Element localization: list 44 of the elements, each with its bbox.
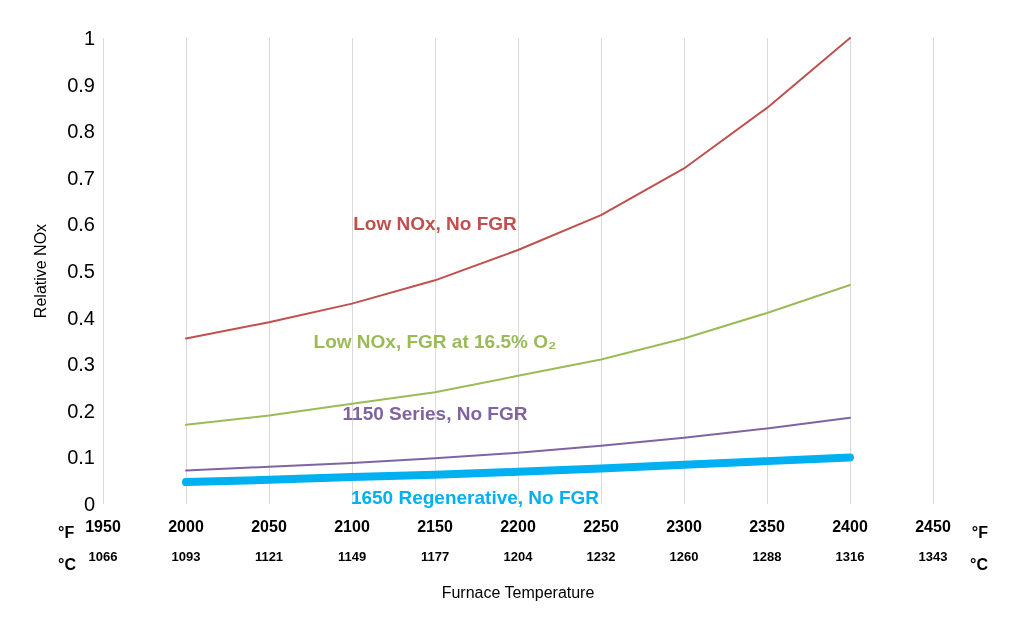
series-label: 1150 Series, No FGR <box>342 403 528 425</box>
y-tick-label: 0.9 <box>67 73 95 96</box>
x-tick-label: 2150 <box>417 517 453 535</box>
x-tick-label: 2300 <box>666 517 702 535</box>
x2-tick-label: 1316 <box>835 549 865 564</box>
x2-tick-label: 1121 <box>254 549 284 564</box>
y-tick-label: 0.7 <box>67 166 95 189</box>
y-tick-label: 0.1 <box>67 446 95 469</box>
y-axis-title: Relative NOx <box>31 223 49 319</box>
y-tick-label: 0.4 <box>67 306 95 329</box>
x-tick-label: 2350 <box>749 517 785 535</box>
x-tick-label: 1950 <box>85 517 121 535</box>
x2-tick-label: 1177 <box>420 549 450 564</box>
x2-tick-label: 1204 <box>503 549 534 564</box>
x-axis-title: Furnace Temperature <box>441 583 595 601</box>
y-tick-label: 0.5 <box>67 260 95 282</box>
line-series <box>185 283 851 426</box>
x2-tick-label: 1288 <box>752 549 782 564</box>
x-tick-label: 2200 <box>500 517 536 535</box>
series-label: 1650 Regenerative, No FGR <box>350 486 600 508</box>
x-tick-label: 2100 <box>334 517 370 535</box>
x-tick-label: 2000 <box>168 517 204 535</box>
x-tick-label: 2050 <box>251 517 287 535</box>
text: °F <box>971 523 988 541</box>
x2-tick-label: 1343 <box>918 549 948 564</box>
y-tick-label: 0 <box>83 493 95 515</box>
text: °C <box>970 555 988 573</box>
x-tick-label: 2400 <box>832 517 868 535</box>
series-label: Low NOx, FGR at 16.5% O₂ <box>313 331 557 353</box>
y-tick-label: 0.2 <box>67 399 95 422</box>
text: °C <box>58 555 77 573</box>
x2-tick-label: 1260 <box>669 549 699 564</box>
x-tick-label: 2450 <box>915 517 951 535</box>
text: °F <box>58 523 75 541</box>
x2-tick-label: 1066 <box>88 549 118 564</box>
y-tick-label: 0.8 <box>67 120 95 143</box>
y-tick-label: 0.6 <box>67 213 95 236</box>
series-label: Low NOx, No FGR <box>353 213 518 235</box>
x2-tick-label: 1232 <box>586 549 616 564</box>
x2-tick-label: 1093 <box>171 549 201 564</box>
y-tick-label: 1 <box>83 27 95 49</box>
x2-tick-label: 1149 <box>337 549 367 564</box>
y-tick-label: 0.3 <box>67 353 95 376</box>
x-tick-label: 2250 <box>583 517 619 535</box>
